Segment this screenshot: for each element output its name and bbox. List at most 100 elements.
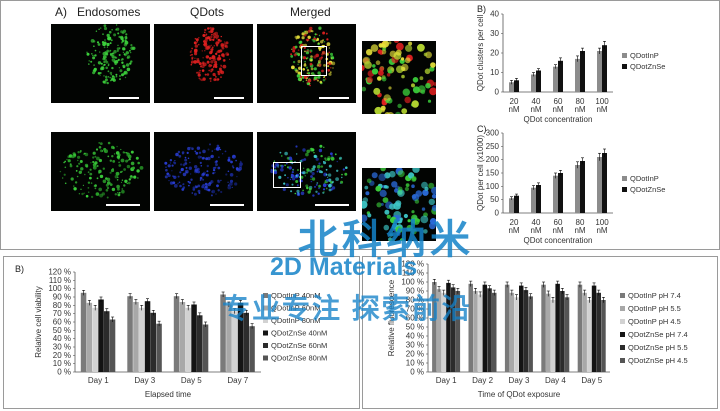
fluorescent-dot: [316, 182, 319, 184]
fluorescent-dot: [414, 199, 420, 204]
fluorescent-dot: [218, 146, 221, 149]
fluorescent-dot: [309, 26, 313, 31]
y-tick-label: 90 %: [53, 293, 71, 302]
fluorescent-dot: [109, 52, 113, 56]
fluorescent-dot: [312, 39, 316, 43]
bar: [231, 311, 238, 372]
bar: [197, 315, 203, 372]
fluorescent-dot: [307, 72, 311, 75]
fluorescent-dot: [119, 69, 123, 73]
fluorescent-dot: [128, 158, 131, 161]
fluorescent-dot: [215, 193, 217, 195]
fluorescent-dot: [194, 57, 196, 59]
fluorescent-dot: [321, 50, 326, 55]
fluorescent-dot: [199, 176, 203, 180]
x-tick-label: nM: [552, 226, 563, 235]
fluorescent-dot: [390, 216, 397, 224]
fluorescent-dot: [94, 71, 96, 73]
fluorescent-dot: [179, 171, 182, 174]
fluorescent-dot: [405, 183, 410, 187]
fluorescent-dot: [174, 160, 176, 162]
y-tick-label: 150: [486, 169, 500, 178]
fluorescent-dot: [327, 65, 330, 68]
fluorescent-dot: [431, 194, 436, 199]
fluorescent-dot: [199, 69, 201, 72]
bar: [558, 60, 563, 92]
fluorescent-dot: [120, 30, 124, 34]
fluorescent-dot: [197, 155, 201, 159]
fluorescent-dot: [411, 210, 415, 214]
bar: [602, 153, 607, 213]
fluorescent-dot: [120, 148, 122, 151]
fluorescent-dot: [122, 51, 125, 54]
fluorescent-dot: [284, 164, 286, 167]
fluorescent-dot: [379, 189, 387, 197]
fluorescent-dot: [117, 176, 119, 178]
fluorescent-dot: [98, 187, 102, 192]
fluorescent-dot: [123, 53, 126, 56]
fluorescent-dot: [194, 52, 198, 56]
fluorescent-dot: [95, 148, 99, 151]
fluorescent-dot: [177, 182, 179, 185]
fluorescent-dot: [209, 143, 211, 146]
legend-label: QDotInP: [630, 51, 659, 60]
fluorescent-dot: [330, 152, 333, 156]
fluorescent-dot: [187, 146, 191, 151]
fluorescent-dot: [129, 62, 132, 65]
fluorescent-dot: [80, 188, 82, 190]
fluorescent-dot: [127, 159, 130, 161]
fluorescent-dot: [371, 172, 378, 179]
bar: [509, 198, 514, 213]
x-tick-label: 60: [554, 218, 563, 227]
fluorescent-dot: [367, 213, 372, 218]
fluorescent-dot: [372, 64, 376, 68]
fluorescent-dot: [119, 171, 122, 174]
fluorescent-dot: [404, 57, 411, 64]
fluorescent-dot: [99, 51, 101, 53]
fluorescent-dot: [421, 207, 426, 211]
fluorescent-dot: [137, 161, 140, 165]
fluorescent-dot: [402, 88, 410, 96]
fluorescent-dot: [118, 161, 120, 164]
fluorescent-dot: [193, 192, 197, 196]
fluorescent-dot: [303, 63, 307, 67]
fluorescent-dot: [105, 177, 108, 180]
fluorescent-dot: [95, 192, 100, 196]
fluorescent-dot: [102, 42, 106, 47]
fluorescent-dot: [380, 105, 386, 111]
y-tick-label: 70 %: [53, 309, 71, 318]
fluorescent-dot: [341, 176, 343, 179]
fluorescent-dot: [69, 163, 72, 166]
fluorescent-dot: [205, 34, 207, 36]
watermark-subtitle: 2D Materials: [270, 253, 418, 281]
fluorescent-dot: [197, 170, 200, 174]
fluorescent-dot: [421, 181, 428, 189]
fluorescent-dot: [206, 164, 209, 168]
fluorescent-dot: [381, 49, 387, 55]
fluorescent-dot: [310, 59, 313, 62]
legend-label: QDotZnSe 40nM: [271, 329, 327, 338]
fluorescent-dot: [302, 68, 305, 71]
panel-a-label: A): [55, 5, 67, 19]
zoom-speckle-1: [362, 41, 436, 114]
fluorescent-dot: [422, 189, 429, 196]
fluorescent-dot: [198, 36, 200, 39]
bar: [185, 307, 191, 372]
fluorescent-dot: [199, 155, 203, 159]
fluorescent-dot: [89, 172, 93, 176]
fluorescent-dot: [428, 198, 435, 206]
fluorescent-dot: [203, 31, 206, 34]
fluorescent-dot: [198, 151, 202, 154]
fluorescent-dot: [126, 56, 129, 59]
fluorescent-dot: [194, 44, 198, 48]
fluorescent-dot: [125, 33, 128, 36]
fluorescent-dot: [201, 79, 203, 82]
fluorescent-dot: [216, 37, 218, 40]
bar: [577, 284, 583, 372]
fluorescent-dot: [210, 44, 212, 47]
fluorescent-dot: [391, 181, 398, 188]
fluorescent-dot: [280, 168, 284, 172]
fluorescent-dot: [307, 78, 312, 83]
fluorescent-dot: [117, 59, 119, 61]
x-tick-label: nM: [596, 105, 607, 114]
